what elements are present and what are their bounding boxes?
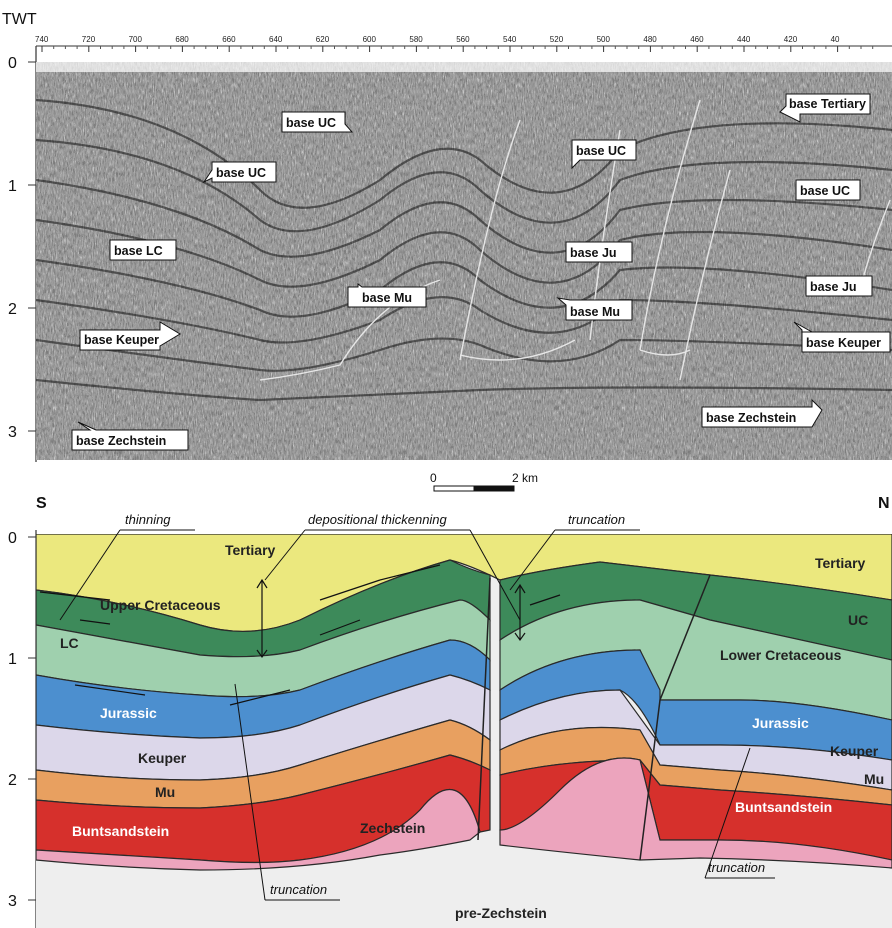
svg-text:base LC: base LC [114,244,163,258]
label-pre-zechstein: pre-Zechstein [455,905,547,921]
top-axis-tick-label: 720 [82,35,96,44]
label-base-uc-3: base UC [571,139,637,170]
label-base-uc-4: base UC [795,179,861,201]
svg-text:base Mu: base Mu [362,291,412,305]
top-axis-tick-label: 40 [831,35,840,44]
seismic-twt-tick-0: 0 [8,55,17,72]
label-jurassic-right: Jurassic [752,715,809,731]
svg-text:base UC: base UC [576,144,626,158]
svg-text:base UC: base UC [286,116,336,130]
label-zechstein: Zechstein [360,820,425,836]
label-lower-cretaceous: Lower Cretaceous [720,647,842,663]
label-base-zechstein-1: base Zechstein [71,421,189,451]
geologic-section: S N 0 1 2 3 [8,495,892,928]
label-base-uc-2: base UC [202,161,277,184]
label-keuper-left: Keuper [138,750,187,766]
annotation-leaders [59,529,775,901]
section-marks [39,564,561,706]
label-lc: LC [60,635,79,651]
north-label: N [878,495,890,512]
label-uc: UC [848,612,868,628]
south-label: S [36,495,47,512]
seismic-reflectors [36,98,892,402]
top-axis-tick-label: 420 [784,35,798,44]
label-upper-cretaceous: Upper Cretaceous [100,597,221,613]
seismic-twt-tick-3: 3 [8,424,17,441]
label-base-mu-2: base Mu [556,297,633,321]
twt-axis-title: TWT [2,11,37,28]
annotation-thinning: thinning [125,512,171,527]
annotation-depositional-thickenning: depositional thickenning [308,512,448,527]
label-mu-right: Mu [864,771,884,787]
seismic-twt-tick-2: 2 [8,301,17,318]
svg-text:base Mu: base Mu [570,305,620,319]
section-annotations: thinning depositional thickenning trunca… [125,512,765,897]
section-twt-tick-1: 1 [8,651,17,668]
seismic-twt-tick-1: 1 [8,178,17,195]
top-axis-tick-label: 660 [222,35,236,44]
fault-central [477,577,491,841]
svg-text:base Zechstein: base Zechstein [706,411,796,425]
top-axis-tick-label: 500 [597,35,611,44]
label-jurassic-left: Jurassic [100,705,157,721]
section-twt-tick-2: 2 [8,772,17,789]
svg-text:base Keuper: base Keuper [806,336,881,350]
top-axis-tick-label: 480 [643,35,657,44]
fault-north [639,574,711,861]
top-axis-tick-label: 640 [269,35,283,44]
top-axis-tick-label: 620 [316,35,330,44]
seismic-twt-ticks: 0 1 2 3 [8,55,36,441]
label-base-ju-1: base Ju [565,241,633,263]
label-base-mu-1: base Mu [347,283,427,308]
svg-text:base Ju: base Ju [810,280,857,294]
svg-text:base Ju: base Ju [570,246,617,260]
top-axis-tick-label: 440 [737,35,751,44]
label-base-zechstein-2: base Zechstein [701,398,823,428]
top-axis-tick-label: 600 [363,35,377,44]
top-axis-tick-label: 680 [175,35,189,44]
label-mu-left: Mu [155,784,175,800]
section-layers [36,534,892,928]
scale-bar: 0 2 km [430,471,538,492]
scale-bar-start: 0 [430,471,437,485]
annotation-truncation-bottom-left: truncation [270,882,327,897]
top-axis-tick-label: 700 [129,35,143,44]
label-base-uc-1: base UC [281,111,354,133]
label-keuper-right: Keuper [830,743,879,759]
label-base-tertiary: base Tertiary [779,93,871,123]
top-axis-tick-label: 540 [503,35,517,44]
seismic-image [36,62,892,460]
top-axis-tick-label: 520 [550,35,564,44]
top-axis-tick-label: 560 [456,35,470,44]
section-twt-tick-0: 0 [8,530,17,547]
seismic-panel: TWT 740 720 700 680 660 640 620 600 580 560 540 520… [2,11,892,462]
section-twt-tick-3: 3 [8,893,17,910]
section-twt-ticks: 0 1 2 3 [8,530,36,910]
unit-labels: Tertiary Tertiary Upper Cretaceous UC LC… [60,542,884,921]
svg-text:base Tertiary: base Tertiary [789,97,866,111]
seismic-labels: base Tertiary base UC base UC base UC ba… [71,93,891,451]
label-base-lc: base LC [109,239,177,261]
top-axis-tick-label: 460 [690,35,704,44]
label-tertiary-left: Tertiary [225,542,276,558]
label-base-ju-2: base Ju [805,275,873,297]
annotation-truncation-top: truncation [568,512,625,527]
svg-text:base Keuper: base Keuper [84,333,159,347]
top-axis-tick-label: 740 [35,35,49,44]
svg-text:base UC: base UC [800,184,850,198]
annotation-truncation-bottom-right: truncation [708,860,765,875]
label-base-keuper-2: base Keuper [793,321,891,353]
top-axis-tick-label: 580 [409,35,423,44]
scale-bar-end: 2 km [512,471,538,485]
zechstein-layer [36,757,892,871]
svg-text:base Zechstein: base Zechstein [76,434,166,448]
label-tertiary-right: Tertiary [815,555,866,571]
label-buntsandstein-right: Buntsandstein [735,799,832,815]
label-base-keuper-1: base Keuper [79,321,181,351]
svg-text:base UC: base UC [216,166,266,180]
label-buntsandstein-left: Buntsandstein [72,823,169,839]
top-axis-ticks: 740 720 700 680 660 640 620 600 580 560 540 520 500 4… [35,35,874,52]
